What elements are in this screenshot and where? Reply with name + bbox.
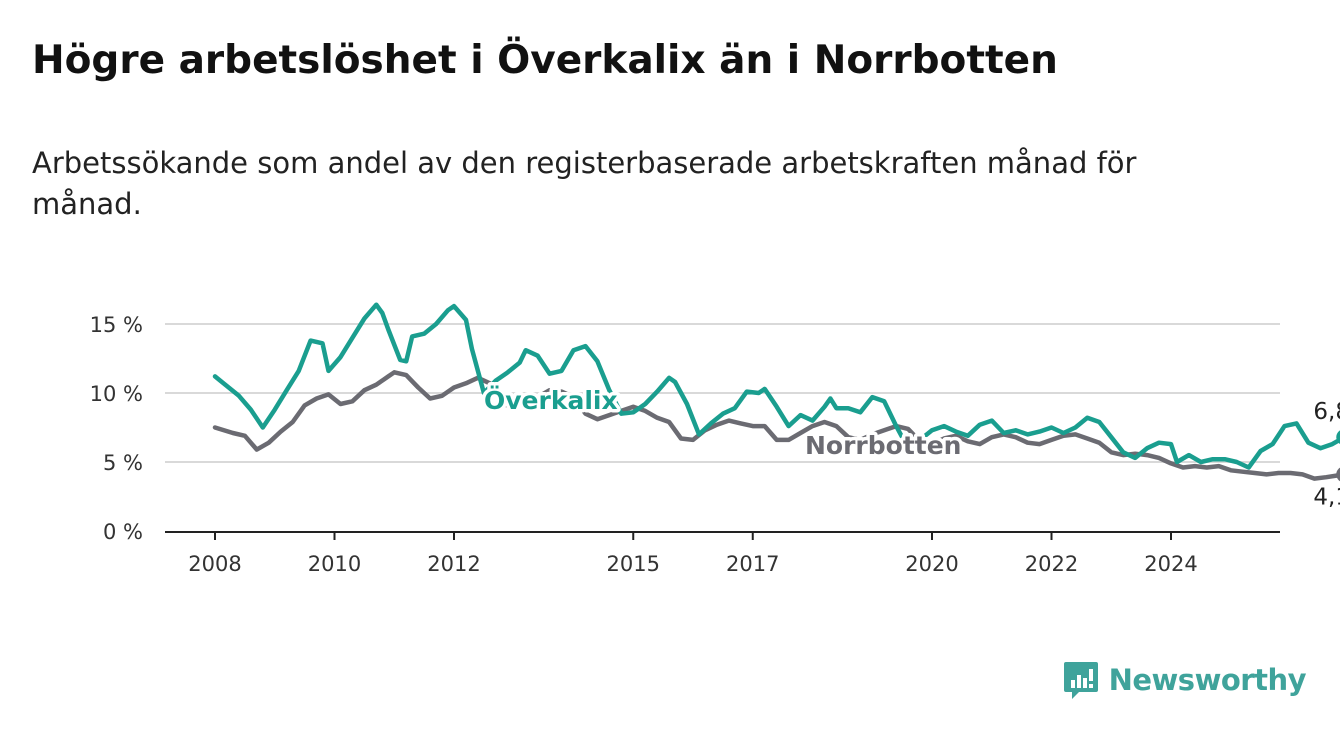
x-tick-label: 2020 <box>905 552 958 576</box>
series-labels: ÖverkalixÖverkalixNorrbottenNorrbotten6,… <box>481 382 1340 510</box>
x-tick-label: 2010 <box>308 552 361 576</box>
series-label-overkalix: Överkalix <box>484 385 618 415</box>
end-point-norrbotten <box>1336 467 1340 482</box>
y-tick-label: 10 % <box>90 382 143 406</box>
grid-lines <box>165 323 1280 463</box>
series-label-overkalix-halo: Överkalix <box>484 385 618 415</box>
series-line-overkalix <box>212 302 1340 470</box>
chart-title: Högre arbetslöshet i Överkalix än i Norr… <box>32 38 1058 83</box>
end-value-label: 6,8 % <box>1313 399 1340 425</box>
newsworthy-logo-icon <box>1063 662 1098 699</box>
y-axis-ticks: 0 % 5 % 10 % 15 % <box>90 313 143 544</box>
y-tick-label: 5 % <box>103 451 143 475</box>
brand-logo[interactable]: Newsworthy <box>1063 660 1307 700</box>
y-tick-label: 0 % <box>103 520 143 544</box>
series-label-norrbotten-halo: Norrbotten <box>805 431 961 460</box>
brand-name: Newsworthy <box>1108 663 1307 697</box>
x-tick-label: 2012 <box>427 552 480 576</box>
x-tick-label: 2017 <box>726 552 779 576</box>
x-tick-label: 2024 <box>1144 552 1197 576</box>
x-tick-label: 2022 <box>1025 552 1078 576</box>
chart-subtitle: Arbetssökande som andel av den registerb… <box>32 146 1137 221</box>
end-point-overkalix <box>1336 430 1340 444</box>
y-tick-label: 15 % <box>90 313 143 337</box>
series-line-norrbotten <box>212 370 1340 481</box>
series-lines <box>212 302 1340 481</box>
x-tick-label: 2008 <box>188 552 241 576</box>
line-chart: 0 %5 %10 %15 % 2008 2010 2012 2015 2017 2020 2… <box>90 302 1340 576</box>
series-label-norrbotten: Norrbotten <box>805 431 961 460</box>
x-tick-label: 2015 <box>607 552 660 576</box>
x-axis: 2008 2010 2012 2015 2017 2020 2022 2024 <box>165 531 1280 576</box>
end-value-label: 4,1 % <box>1313 484 1340 510</box>
